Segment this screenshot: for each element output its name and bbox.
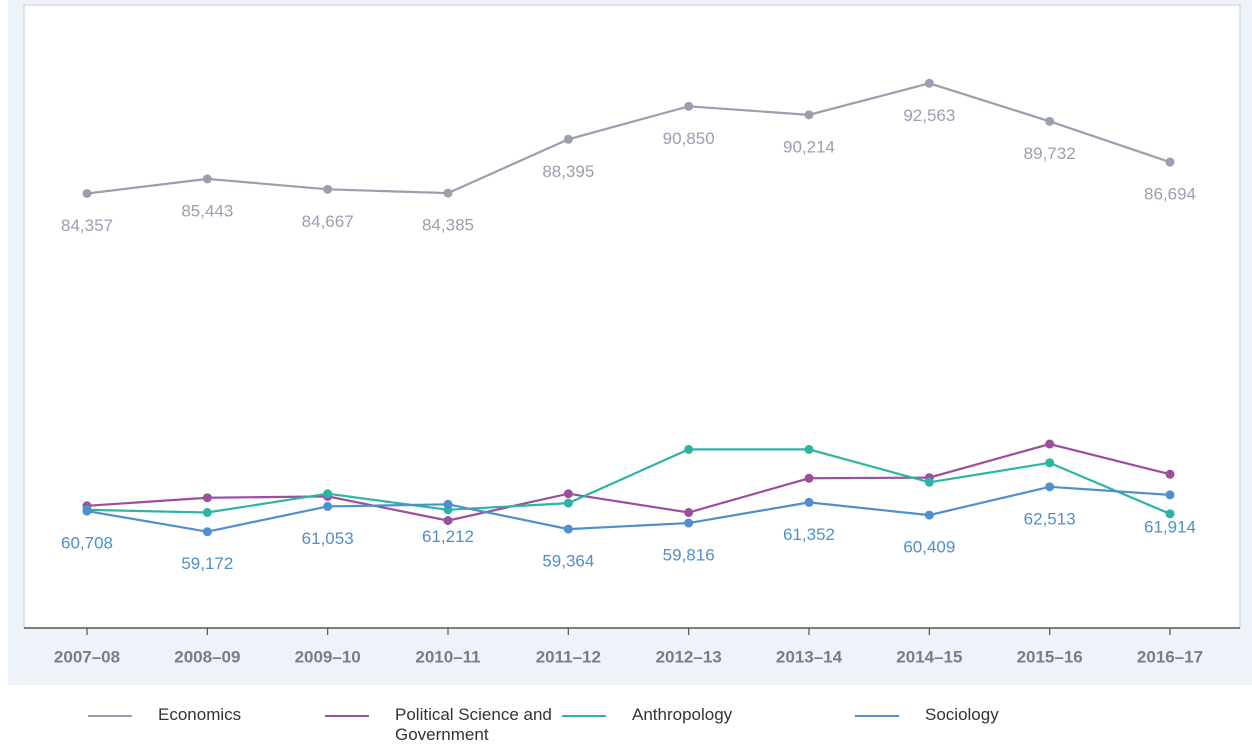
data-point — [443, 188, 453, 198]
data-point — [202, 493, 212, 503]
data-point — [1045, 458, 1055, 468]
data-point — [924, 510, 934, 520]
legend-label: Economics — [158, 705, 242, 724]
data-point — [323, 184, 333, 194]
data-label: 61,352 — [783, 525, 835, 544]
x-tick-label: 2016–17 — [1137, 647, 1203, 666]
legend-swatch — [855, 715, 899, 717]
data-label: 88,395 — [542, 162, 594, 181]
legend-item: Economics — [88, 705, 348, 725]
legend-item: Anthropology — [562, 705, 822, 725]
x-tick-label: 2011–12 — [536, 647, 601, 666]
data-point — [804, 473, 814, 483]
data-point — [1045, 482, 1055, 492]
data-point — [924, 477, 934, 487]
series-line — [86, 448, 1171, 515]
series-line — [86, 485, 1171, 533]
series-line — [86, 442, 1171, 522]
legend-item: Political Science and Government — [325, 705, 585, 745]
data-label: 84,667 — [302, 212, 354, 231]
data-point — [563, 524, 573, 534]
legend-swatch — [562, 715, 606, 717]
data-label: 62,513 — [1024, 509, 1076, 528]
x-tick-label: 2013–14 — [776, 647, 843, 666]
data-label: 90,214 — [783, 137, 835, 156]
x-tick-label: 2014–15 — [896, 647, 962, 666]
x-tick-label: 2007–08 — [54, 647, 120, 666]
legend-swatch — [88, 715, 132, 717]
data-point — [443, 516, 453, 526]
data-point — [563, 489, 573, 499]
data-point — [323, 489, 333, 499]
data-point — [202, 174, 212, 184]
data-point — [563, 498, 573, 508]
data-label: 90,850 — [663, 129, 715, 148]
data-point — [1045, 116, 1055, 126]
data-point — [1045, 439, 1055, 449]
data-point — [1165, 509, 1175, 519]
data-point — [684, 508, 694, 518]
data-label: 85,443 — [181, 201, 233, 220]
data-point — [82, 506, 92, 516]
plot-area — [23, 4, 1241, 629]
data-label: 59,816 — [663, 546, 715, 565]
legend-label: Anthropology — [632, 705, 733, 724]
data-point — [1165, 157, 1175, 167]
data-label: 59,172 — [181, 554, 233, 573]
data-label: 84,357 — [61, 216, 113, 235]
legend-swatch — [325, 715, 369, 717]
data-point — [804, 497, 814, 507]
data-point — [1165, 490, 1175, 500]
data-point — [684, 444, 694, 454]
data-label: 60,409 — [903, 538, 955, 557]
data-point — [202, 508, 212, 518]
legend-item: Sociology — [855, 705, 1115, 725]
data-label: 86,694 — [1144, 185, 1196, 204]
data-label: 84,385 — [422, 216, 474, 235]
x-tick-label: 2010–11 — [415, 647, 480, 666]
data-label: 61,053 — [302, 529, 354, 548]
x-tick-label: 2008–09 — [174, 647, 240, 666]
legend: Economics Political Science and Governmen… — [0, 705, 1252, 751]
legend-label: Political Science and Government — [395, 705, 552, 744]
data-point — [804, 110, 814, 120]
data-point — [924, 78, 934, 88]
data-label: 59,364 — [542, 552, 594, 571]
data-label: 89,732 — [1024, 144, 1076, 163]
data-point — [684, 518, 694, 528]
data-label: 92,563 — [903, 106, 955, 125]
data-point — [684, 101, 694, 111]
data-label: 60,708 — [61, 534, 113, 553]
x-tick-label: 2009–10 — [295, 647, 361, 666]
data-point — [804, 444, 814, 454]
data-point — [202, 527, 212, 537]
x-tick-label: 2015–16 — [1017, 647, 1083, 666]
chart: 2007–08 2008–09 2009–10 2010–11 2011–12 2012–… — [8, 0, 1252, 685]
data-point — [1165, 469, 1175, 479]
data-point — [443, 499, 453, 509]
data-point — [563, 134, 573, 144]
data-label: 61,914 — [1144, 517, 1196, 536]
data-point — [323, 501, 333, 511]
data-label: 61,212 — [422, 527, 474, 546]
series-line — [86, 82, 1171, 195]
data-point — [82, 188, 92, 198]
legend-label: Sociology — [925, 705, 999, 724]
x-tick-label: 2012–13 — [656, 647, 722, 666]
